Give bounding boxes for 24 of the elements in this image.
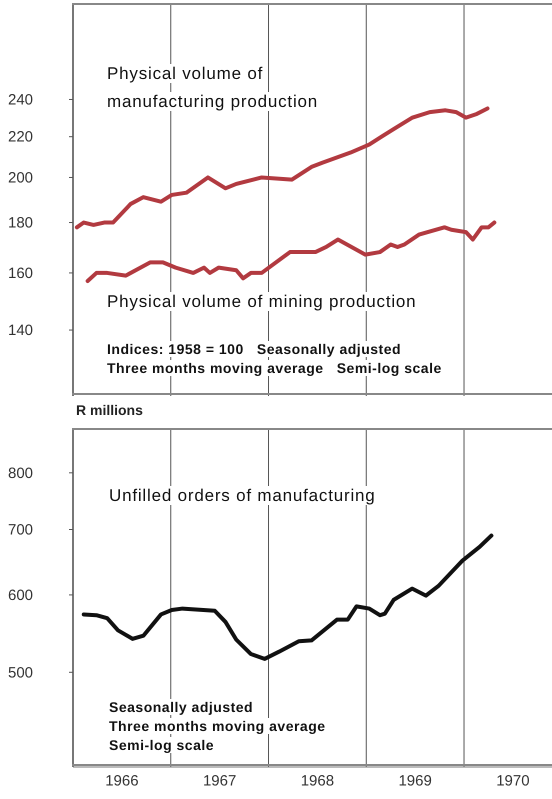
x-tick-label: 1970 bbox=[496, 772, 530, 790]
y-tick-label: 200 bbox=[8, 169, 34, 186]
y-axis-title: R millions bbox=[76, 402, 143, 418]
text: Physical volume of manufacturing production bbox=[107, 64, 318, 111]
y-tick-label: 160 bbox=[8, 264, 34, 282]
annotation: Three months moving average Semi-log scale bbox=[107, 360, 442, 376]
annotation: Seasonally adjusted bbox=[109, 699, 254, 715]
y-tick-label: 240 bbox=[8, 91, 34, 108]
y-tick-label: 800 bbox=[8, 464, 34, 482]
annotation: Three months moving average bbox=[109, 718, 326, 734]
annotation: Indices: 1958 = 100 Seasonally adjusted bbox=[107, 341, 402, 357]
x-tick-label: 1968 bbox=[300, 772, 334, 790]
x-tick-label: 1969 bbox=[398, 772, 432, 790]
x-tick-label: 1967 bbox=[202, 772, 236, 790]
y-tick-label: 180 bbox=[8, 214, 34, 232]
y-tick-label: 700 bbox=[8, 521, 34, 538]
x-tick-label: 1966 bbox=[105, 772, 139, 790]
y-tick-label: 500 bbox=[8, 664, 34, 682]
y-tick-label: 140 bbox=[8, 322, 34, 340]
text: Unfilled orders of manufacturing bbox=[109, 486, 376, 505]
y-tick-label: 220 bbox=[8, 128, 34, 146]
series-label: Physical volume of mining production bbox=[107, 292, 416, 311]
annotation: Semi-log scale bbox=[109, 737, 214, 753]
y-tick-label: 600 bbox=[8, 586, 34, 604]
